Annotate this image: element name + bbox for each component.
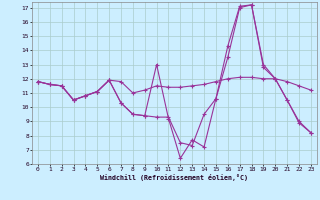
X-axis label: Windchill (Refroidissement éolien,°C): Windchill (Refroidissement éolien,°C) <box>100 174 248 181</box>
